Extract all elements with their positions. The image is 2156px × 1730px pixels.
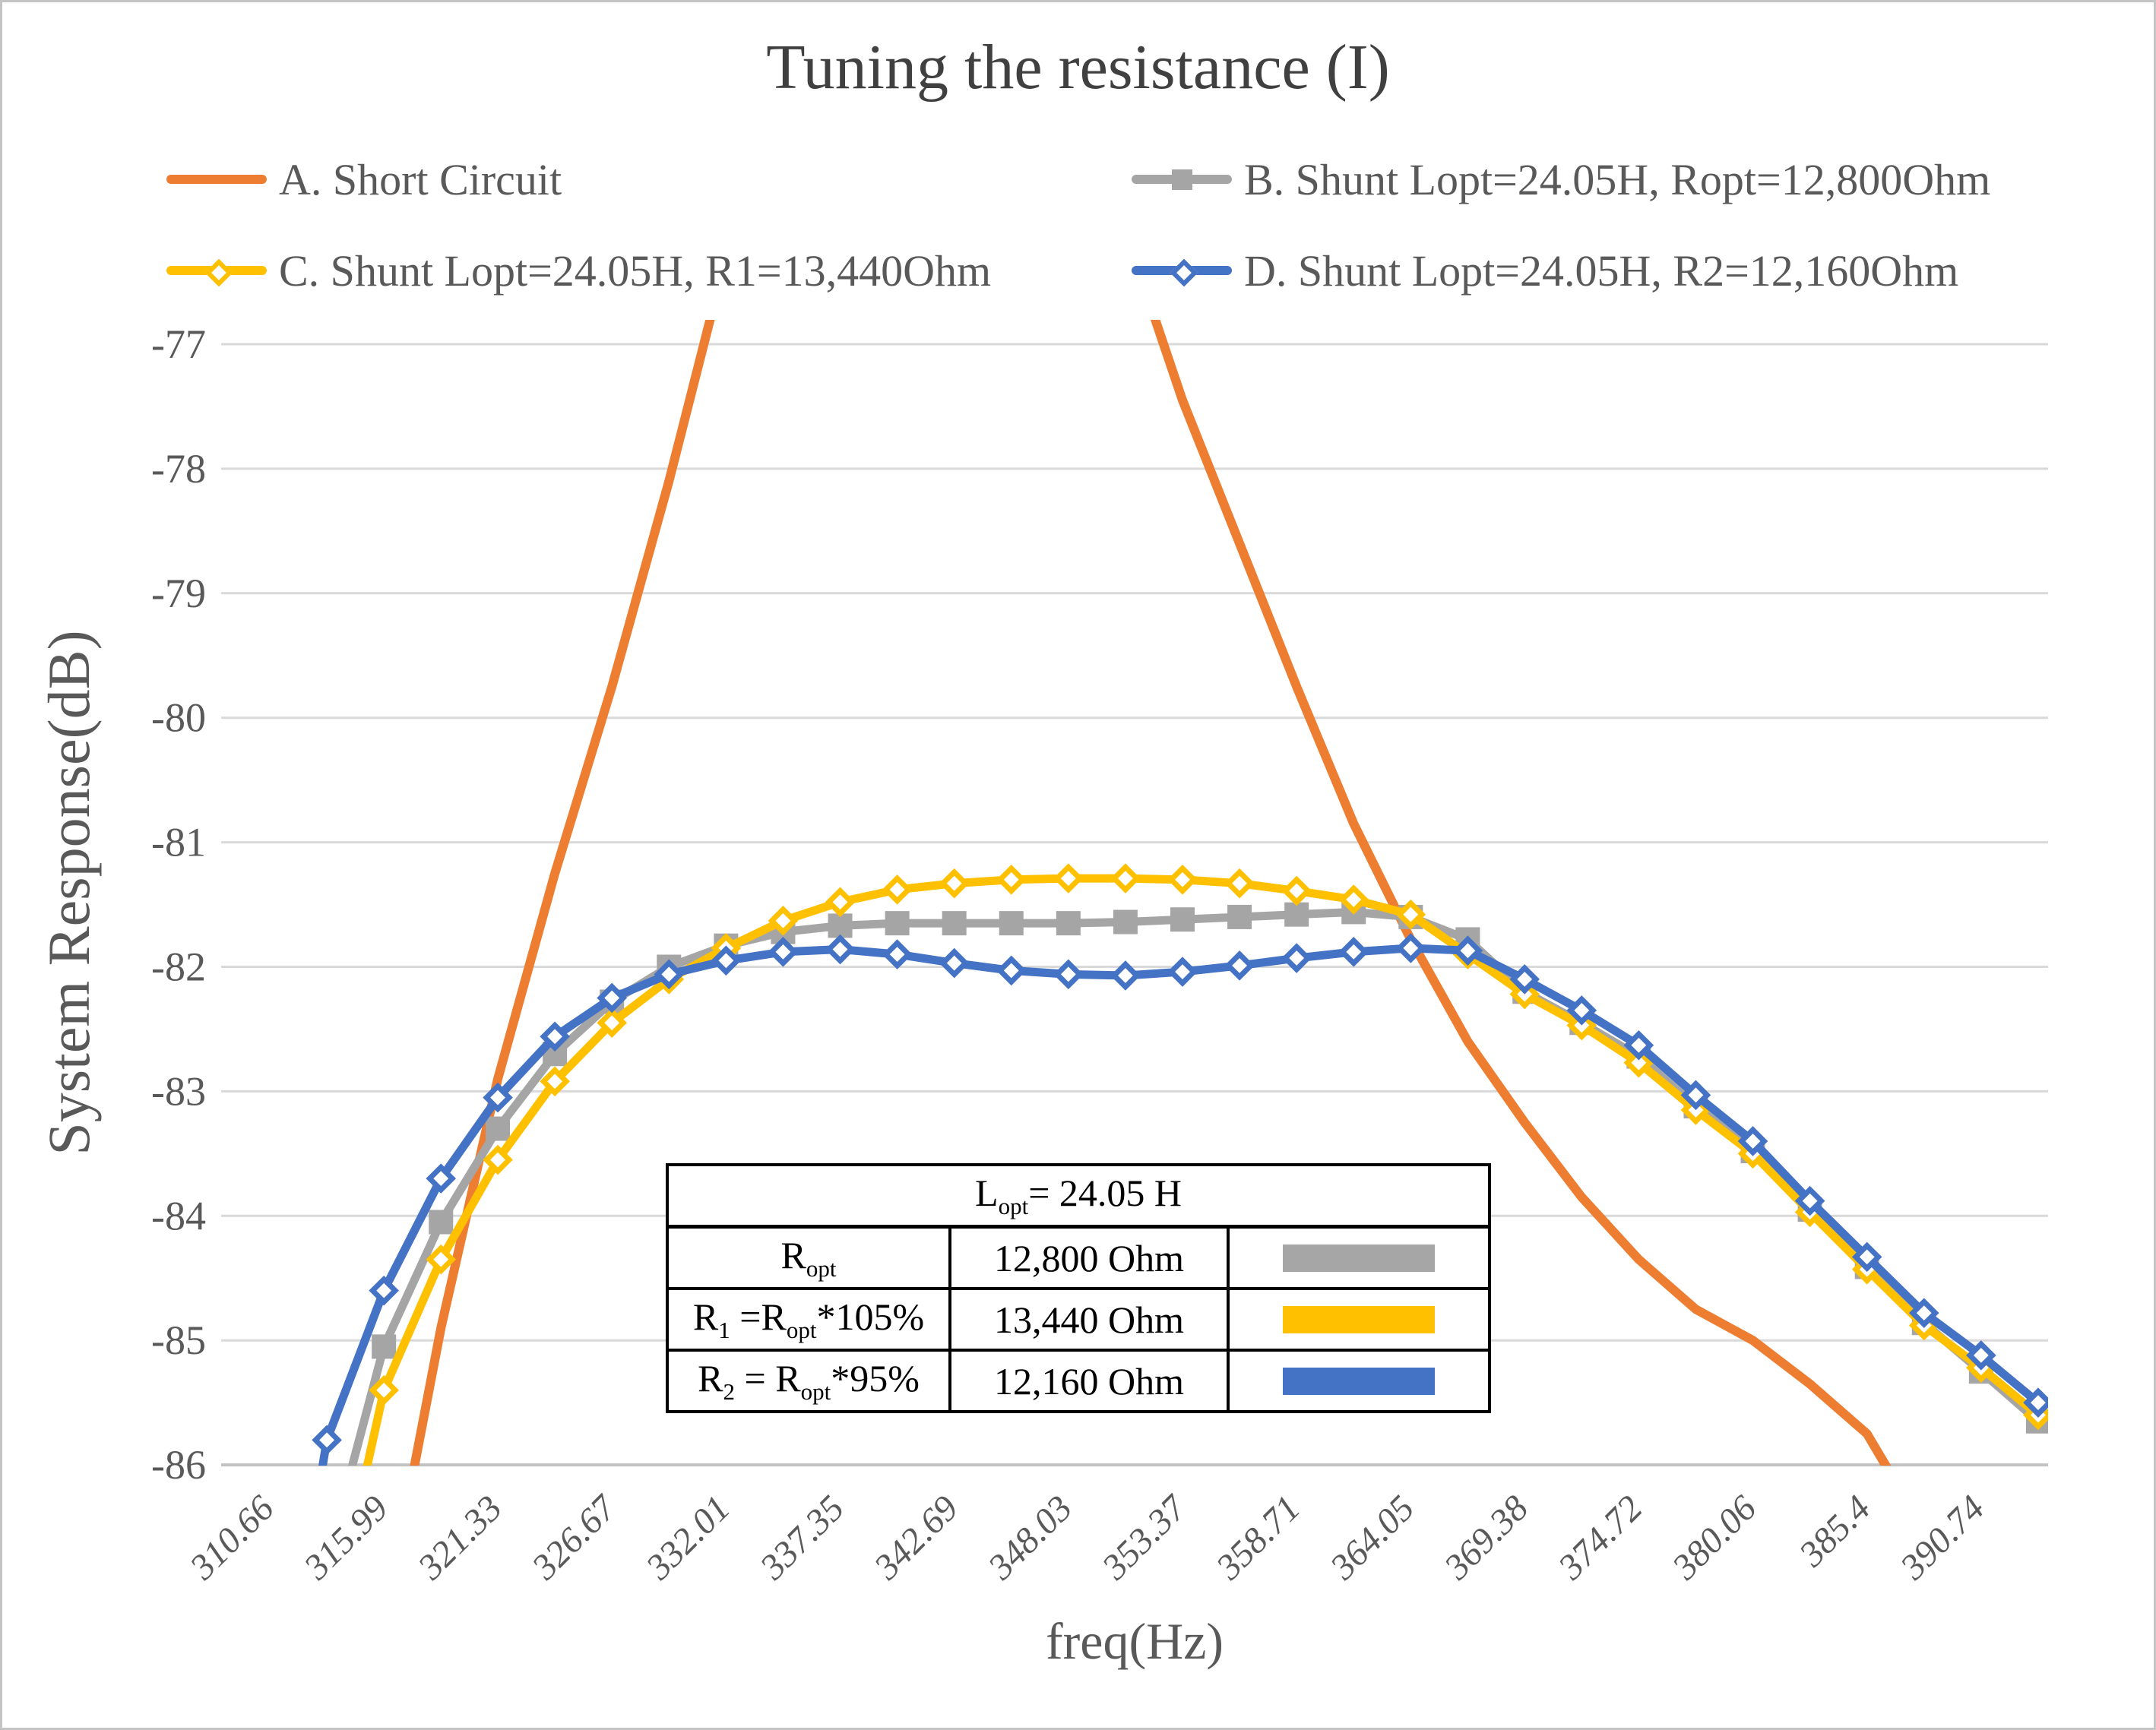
blue-line-swatch <box>1283 1367 1436 1395</box>
legend-item-short-circuit: A. Short Circuit <box>166 154 562 204</box>
y-axis-title: System Response(dB) <box>36 630 102 1156</box>
legend-label: B. Shunt Lopt=24.05H, Ropt=12,800Ohm <box>1244 154 1991 204</box>
table-cell-value: 12,800 Ohm <box>948 1225 1230 1290</box>
legend-line-icon <box>166 164 267 195</box>
chart-title: Tuning the resistance (I) <box>766 32 1390 103</box>
table-row: Ropt 12,800 Ohm <box>666 1225 1492 1290</box>
svg-text:337.35: 337.35 <box>752 1488 852 1588</box>
table-cell-value: 12,160 Ohm <box>948 1349 1230 1413</box>
legend-label: A. Short Circuit <box>279 154 562 204</box>
table-cell-swatch <box>1226 1225 1492 1290</box>
legend-item-shunt-r1: C. Shunt Lopt=24.05H, R1=13,440Ohm <box>166 245 991 296</box>
svg-text:-80: -80 <box>151 695 206 741</box>
svg-text:364.05: 364.05 <box>1322 1488 1423 1588</box>
table-cell-swatch <box>1226 1349 1492 1413</box>
svg-text:-83: -83 <box>151 1068 206 1114</box>
svg-text:326.67: 326.67 <box>524 1487 625 1588</box>
table-cell-label: R2 = Ropt*95% <box>666 1349 951 1413</box>
svg-text:-81: -81 <box>151 820 206 865</box>
svg-text:369.38: 369.38 <box>1436 1488 1537 1588</box>
svg-text:385.4: 385.4 <box>1791 1488 1879 1575</box>
svg-text:-78: -78 <box>151 446 206 492</box>
svg-text:-86: -86 <box>151 1442 206 1488</box>
svg-text:315.99: 315.99 <box>296 1488 396 1588</box>
inset-parameter-table: Lopt= 24.05 H Ropt 12,800 Ohm R1 =Ropt*1… <box>665 1163 1492 1413</box>
legend-item-shunt-r2: D. Shunt Lopt=24.05H, R2=12,160Ohm <box>1132 245 1958 296</box>
legend-line-diamond-icon <box>166 255 267 287</box>
table-cell-swatch <box>1226 1287 1492 1352</box>
svg-text:-79: -79 <box>151 571 206 616</box>
svg-text:348.03: 348.03 <box>980 1488 1081 1588</box>
legend-line-diamond-icon <box>1132 255 1232 287</box>
table-row: R1 =Ropt*105% 13,440 Ohm <box>666 1287 1492 1352</box>
svg-text:-82: -82 <box>151 944 206 990</box>
legend-label: D. Shunt Lopt=24.05H, R2=12,160Ohm <box>1244 245 1959 296</box>
gray-line-swatch <box>1283 1244 1436 1272</box>
legend-item-shunt-ropt: B. Shunt Lopt=24.05H, Ropt=12,800Ohm <box>1132 154 1990 204</box>
svg-text:-77: -77 <box>151 321 206 367</box>
svg-text:332.01: 332.01 <box>638 1488 738 1588</box>
svg-text:-84: -84 <box>151 1193 206 1238</box>
svg-text:310.66: 310.66 <box>182 1488 282 1588</box>
svg-text:353.37: 353.37 <box>1094 1487 1195 1588</box>
svg-text:380.06: 380.06 <box>1664 1488 1765 1588</box>
table-row: R2 = Ropt*95% 12,160 Ohm <box>666 1349 1492 1413</box>
legend-line-square-icon <box>1132 164 1232 195</box>
svg-text:321.33: 321.33 <box>410 1488 510 1588</box>
table-cell-label: Ropt <box>666 1225 951 1290</box>
svg-text:358.71: 358.71 <box>1208 1488 1309 1588</box>
x-axis-title: freq(Hz) <box>1045 1612 1224 1670</box>
svg-text:342.69: 342.69 <box>866 1488 967 1588</box>
table-cell-value: 13,440 Ohm <box>948 1287 1230 1352</box>
svg-text:-85: -85 <box>151 1317 206 1363</box>
svg-text:390.74: 390.74 <box>1892 1488 1993 1588</box>
table-header-lopt: Lopt= 24.05 H <box>665 1163 1492 1229</box>
yellow-line-swatch <box>1283 1305 1436 1333</box>
table-cell-label: R1 =Ropt*105% <box>666 1287 951 1352</box>
svg-text:374.72: 374.72 <box>1550 1488 1651 1588</box>
legend-label: C. Shunt Lopt=24.05H, R1=13,440Ohm <box>279 245 992 296</box>
